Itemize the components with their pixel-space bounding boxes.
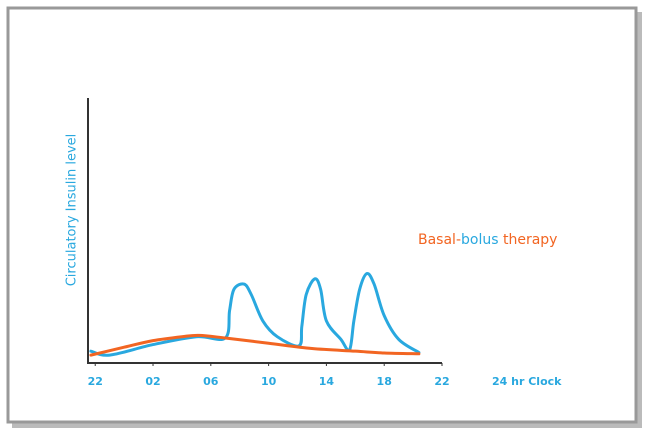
x-tick-label: 22: [88, 375, 103, 388]
frame: [6, 6, 638, 424]
x-tick-label: 02: [145, 375, 160, 388]
x-tick-label: 06: [203, 375, 219, 388]
annotation: Basal-bolus therapy: [418, 232, 557, 248]
series-line: [89, 271, 421, 357]
annotation-part: therapy: [499, 232, 558, 248]
annotation-part: bolus: [461, 232, 499, 248]
annotation-part: Basal-: [418, 232, 461, 248]
x-tick-label: 18: [377, 375, 392, 388]
x-tick-label: 10: [261, 375, 277, 388]
x-axis-label: 24 hr Clock: [492, 375, 562, 388]
x-tick-label: 14: [319, 375, 335, 388]
series-line: [89, 333, 421, 357]
x-tick-label: 22: [434, 375, 449, 388]
y-axis-label: Circulatory Insulin level: [65, 134, 80, 287]
